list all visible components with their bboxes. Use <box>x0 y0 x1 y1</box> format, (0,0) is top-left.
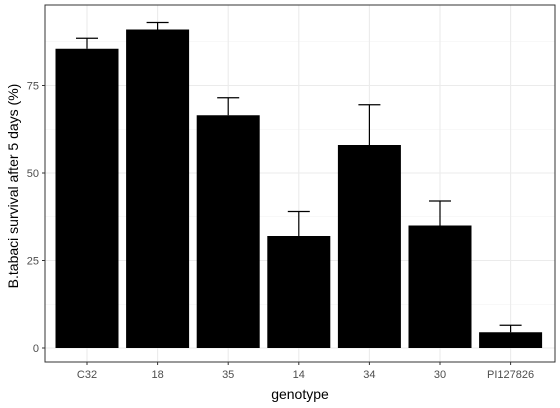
x-tick-label: 35 <box>222 369 234 381</box>
panel-border <box>44 4 556 363</box>
error-bar-34 <box>358 104 381 145</box>
error-bar-PI127826 <box>499 324 522 333</box>
bar-PI127826 <box>479 332 543 348</box>
error-bar-18 <box>146 21 169 30</box>
bar-35 <box>196 115 260 348</box>
y-tick-label: 25 <box>27 256 39 268</box>
error-bar-C32 <box>76 37 98 49</box>
x-tick-label: 30 <box>434 369 446 381</box>
y-axis-title: B.tabaci survival after 5 days (%) <box>5 84 21 289</box>
x-tick-label: C32 <box>77 369 97 381</box>
x-tick-label: 14 <box>293 369 305 381</box>
y-tick-label: 50 <box>27 168 39 180</box>
y-tick-label: 75 <box>27 81 39 93</box>
bar-18 <box>126 29 190 348</box>
x-tick-label: PI127826 <box>487 369 534 381</box>
x-tick-label: 18 <box>151 369 163 381</box>
error-bar-14 <box>287 210 310 236</box>
x-axis-title: genotype <box>271 386 329 402</box>
bar-14 <box>267 236 331 348</box>
bars <box>55 29 543 348</box>
y-axis-ticks: 0 25 50 75 <box>27 81 45 355</box>
y-tick-label: 0 <box>33 343 39 355</box>
x-tick-label: 34 <box>363 369 375 381</box>
bar-34 <box>337 145 401 348</box>
x-axis-ticks: C32 18 35 14 34 30 PI127826 <box>77 362 534 381</box>
error-bar-30 <box>429 200 451 226</box>
error-bars <box>76 21 522 333</box>
bar-30 <box>408 225 472 348</box>
error-bar-35 <box>217 97 240 116</box>
bar-C32 <box>55 48 119 348</box>
